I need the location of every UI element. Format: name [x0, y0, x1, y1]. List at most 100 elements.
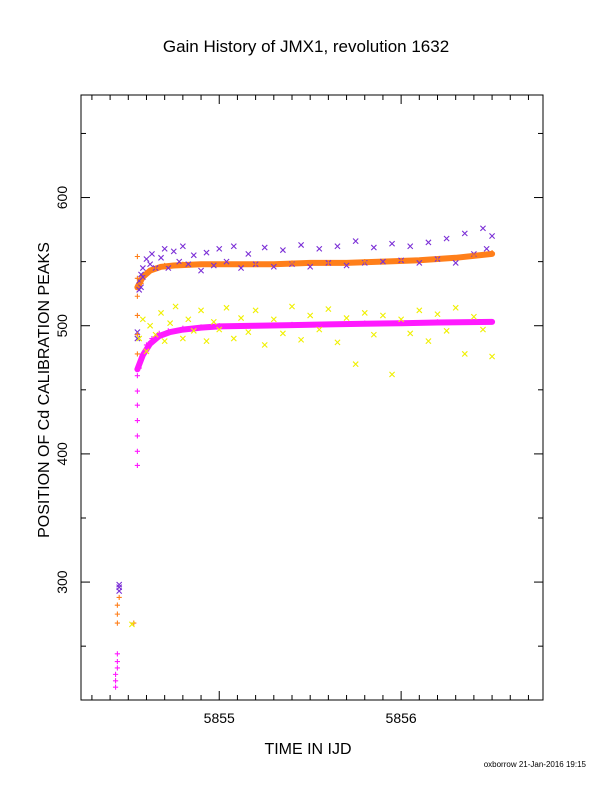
data-point — [114, 665, 120, 671]
data-point — [112, 678, 119, 684]
data-point — [216, 245, 223, 252]
data-point — [361, 309, 368, 316]
data-point — [176, 258, 183, 265]
data-point — [461, 230, 468, 237]
data-point — [134, 433, 140, 439]
data-point — [379, 312, 386, 319]
data-point — [289, 321, 295, 328]
data-point — [139, 265, 146, 272]
data-point — [143, 256, 150, 263]
data-point — [158, 254, 165, 261]
data-point — [172, 303, 179, 310]
data-point — [180, 261, 186, 267]
data-point — [279, 247, 286, 254]
data-point — [179, 243, 186, 250]
data-point — [180, 325, 186, 331]
data-point — [252, 307, 259, 314]
data-point — [138, 284, 145, 291]
data-point — [134, 448, 140, 454]
data-point — [134, 373, 140, 379]
data-point — [416, 307, 423, 314]
fit-curves — [134, 250, 496, 373]
data-point — [316, 245, 323, 252]
data-point — [261, 341, 268, 348]
data-point — [461, 350, 468, 357]
data-point — [139, 274, 146, 281]
data-point — [156, 330, 162, 337]
data-point — [167, 320, 174, 327]
data-point — [136, 335, 143, 342]
data-point — [198, 324, 204, 330]
data-point — [425, 338, 432, 345]
data-point — [407, 330, 414, 337]
data-point — [362, 320, 368, 326]
data-point — [325, 321, 331, 328]
data-point — [307, 263, 314, 270]
data-point — [389, 371, 396, 378]
x-tick-label: 5856 — [386, 710, 417, 726]
data-point — [134, 275, 140, 281]
data-point — [270, 316, 277, 323]
data-point — [112, 671, 119, 677]
data-point — [112, 684, 119, 690]
data-point — [452, 259, 459, 266]
data-point — [245, 329, 252, 336]
data-point — [134, 253, 140, 260]
data-point — [245, 250, 252, 257]
data-point — [289, 260, 295, 266]
data-point — [452, 304, 459, 311]
data-point — [216, 326, 223, 333]
data-point — [114, 651, 120, 657]
data-point — [140, 352, 146, 358]
data-point — [223, 258, 230, 265]
data-point — [147, 322, 154, 329]
data-point — [203, 249, 210, 256]
data-point — [370, 244, 377, 251]
data-point — [198, 267, 205, 274]
data-point — [185, 316, 192, 323]
data-point — [489, 250, 495, 256]
x-axis-label: TIME IN IJD — [264, 741, 351, 758]
data-point — [134, 293, 140, 299]
chart-title: Gain History of JMX1, revolution 1632 — [163, 37, 449, 56]
y-tick-label: 500 — [54, 314, 70, 338]
data-point — [143, 271, 150, 278]
data-point — [158, 309, 165, 316]
data-point — [165, 265, 172, 272]
data-point — [489, 319, 495, 325]
data-point — [148, 250, 155, 257]
data-point — [162, 262, 168, 269]
data-point — [152, 265, 159, 271]
data-point — [134, 462, 140, 469]
data-point — [352, 361, 359, 368]
data-point — [134, 388, 140, 394]
data-point — [114, 658, 120, 665]
data-point — [161, 245, 168, 252]
data-point — [138, 280, 144, 287]
data-point — [116, 594, 122, 601]
data-point — [434, 311, 441, 318]
data-point — [143, 342, 150, 348]
data-point — [389, 240, 396, 247]
data-point — [352, 238, 359, 245]
data-point — [134, 312, 140, 319]
data-point — [143, 348, 150, 355]
y-tick-label: 600 — [54, 186, 70, 210]
data-point — [334, 339, 341, 346]
data-point — [443, 327, 450, 334]
x-tick-label: 5855 — [204, 710, 235, 726]
data-point — [253, 261, 259, 267]
data-point — [398, 316, 405, 323]
data-point — [116, 588, 123, 595]
footer-stamp: oxborrow 21-Jan-2016 19:15 — [484, 760, 587, 769]
data-point — [379, 258, 386, 265]
data-point — [443, 235, 450, 242]
y-tick-label: 400 — [54, 442, 70, 466]
data-point — [230, 335, 237, 342]
data-point — [343, 262, 350, 269]
data-point — [279, 330, 286, 337]
data-point — [161, 338, 168, 345]
data-point — [325, 306, 332, 313]
axis-ticks: 300 400 500 600 5855 5856 — [54, 95, 543, 726]
